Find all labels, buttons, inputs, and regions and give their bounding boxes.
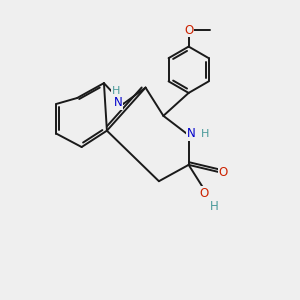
Text: H: H xyxy=(112,85,120,96)
Text: H: H xyxy=(209,200,218,213)
Text: O: O xyxy=(218,166,227,179)
Text: O: O xyxy=(199,187,208,200)
Text: O: O xyxy=(184,24,193,37)
Text: H: H xyxy=(201,129,209,139)
Text: N: N xyxy=(113,96,122,109)
Text: N: N xyxy=(187,127,195,140)
